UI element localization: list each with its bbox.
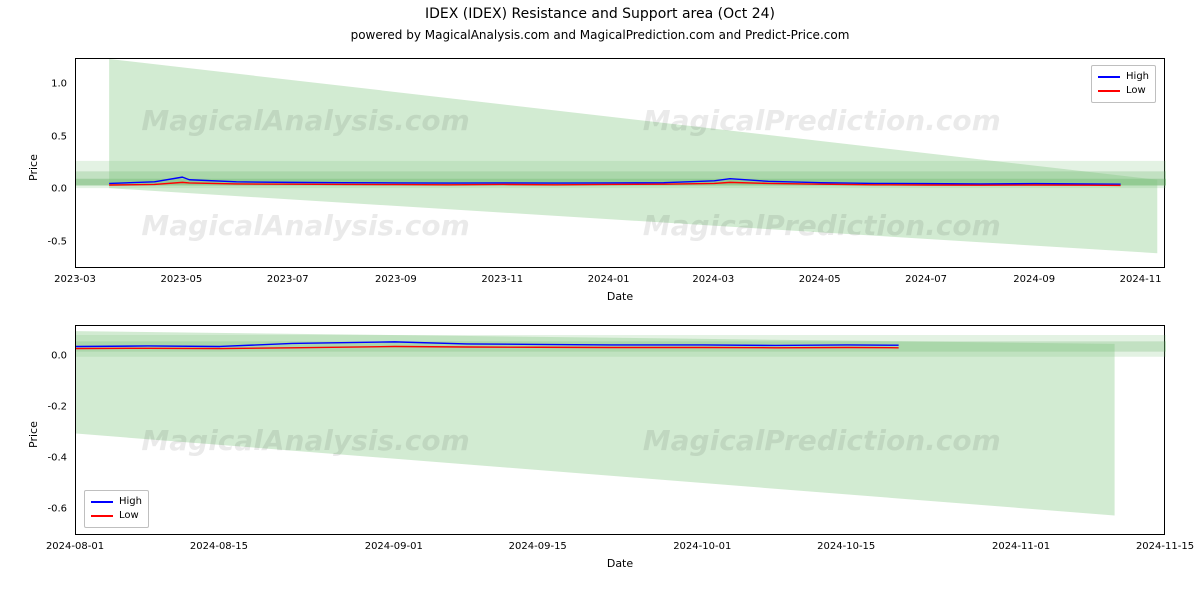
plot-area-bottom — [76, 326, 1166, 536]
legend-item: High — [1098, 70, 1149, 84]
x-tick-label: 2024-10-01 — [673, 541, 731, 552]
x-tick-label: 2024-07 — [905, 274, 947, 285]
x-tick-label: 2024-09-01 — [365, 541, 423, 552]
legend-top: HighLow — [1091, 65, 1156, 103]
legend-swatch — [91, 515, 113, 517]
figure: IDEX (IDEX) Resistance and Support area … — [0, 0, 1200, 600]
y-axis-label-top: Price — [27, 154, 40, 181]
legend-label: Low — [119, 509, 139, 523]
y-tick-label: 0.0 — [39, 350, 67, 361]
x-tick-label: 2023-11 — [481, 274, 523, 285]
legend-label: Low — [1126, 84, 1146, 98]
x-tick-label: 2024-09-15 — [509, 541, 567, 552]
y-tick-label: 0.0 — [39, 184, 67, 195]
legend-swatch — [1098, 76, 1120, 78]
legend-label: High — [1126, 70, 1149, 84]
x-tick-label: 2024-11-01 — [992, 541, 1050, 552]
x-tick-label: 2023-05 — [160, 274, 202, 285]
x-tick-label: 2024-05 — [799, 274, 841, 285]
x-tick-label: 2024-09 — [1013, 274, 1055, 285]
y-tick-label: -0.5 — [39, 236, 67, 247]
chart-panel-top: MagicalAnalysis.comMagicalPrediction.com… — [75, 58, 1165, 268]
x-tick-label: 2024-10-15 — [817, 541, 875, 552]
y-tick-label: 0.5 — [39, 131, 67, 142]
legend-bottom: HighLow — [84, 490, 149, 528]
y-tick-label: -0.2 — [39, 401, 67, 412]
x-tick-label: 2024-03 — [692, 274, 734, 285]
y-tick-label: -0.6 — [39, 504, 67, 515]
x-tick-label: 2024-01 — [588, 274, 630, 285]
y-axis-label-bottom: Price — [27, 421, 40, 448]
legend-label: High — [119, 495, 142, 509]
x-tick-label: 2024-08-15 — [190, 541, 248, 552]
legend-item: Low — [1098, 84, 1149, 98]
y-tick-label: -0.4 — [39, 453, 67, 464]
x-axis-label-top: Date — [75, 290, 1165, 303]
x-tick-label: 2024-11-15 — [1136, 541, 1194, 552]
legend-item: Low — [91, 509, 142, 523]
x-tick-label: 2024-08-01 — [46, 541, 104, 552]
figure-subtitle: powered by MagicalAnalysis.com and Magic… — [0, 28, 1200, 42]
x-tick-label: 2023-07 — [267, 274, 309, 285]
legend-item: High — [91, 495, 142, 509]
legend-swatch — [1098, 90, 1120, 92]
x-tick-label: 2023-09 — [375, 274, 417, 285]
x-axis-label-bottom: Date — [75, 557, 1165, 570]
legend-swatch — [91, 501, 113, 503]
y-tick-label: 1.0 — [39, 79, 67, 90]
chart-panel-bottom: MagicalAnalysis.comMagicalPrediction.com… — [75, 325, 1165, 535]
x-tick-label: 2023-03 — [54, 274, 96, 285]
x-tick-label: 2024-11 — [1120, 274, 1162, 285]
figure-title: IDEX (IDEX) Resistance and Support area … — [0, 6, 1200, 22]
plot-area-top — [76, 59, 1166, 269]
